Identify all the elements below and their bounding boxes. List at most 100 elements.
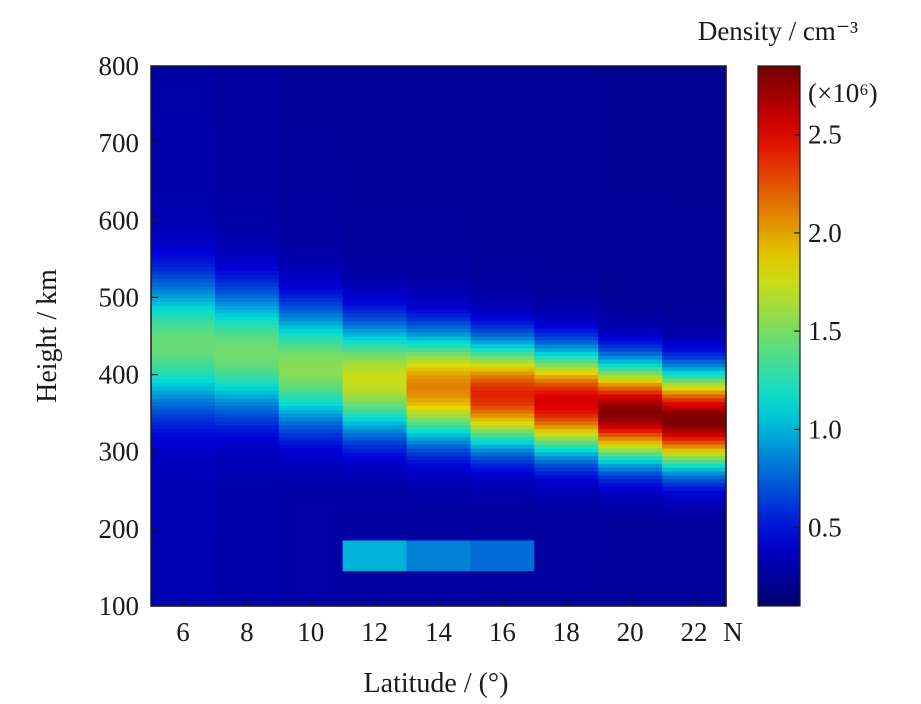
heatmap-cell bbox=[534, 285, 599, 291]
heatmap-cell bbox=[598, 301, 663, 306]
heatmap-cell bbox=[278, 555, 344, 561]
heatmap-cell bbox=[342, 166, 408, 171]
heatmap-cell bbox=[470, 116, 535, 121]
heatmap-cell bbox=[470, 66, 535, 71]
heatmap-cell bbox=[406, 393, 472, 399]
heatmap-cell bbox=[534, 413, 599, 418]
heatmap-cell bbox=[470, 143, 535, 148]
heatmap-cell bbox=[342, 351, 408, 356]
heatmap-cell bbox=[278, 509, 344, 515]
heatmap-cell bbox=[151, 471, 216, 476]
heatmap-cell bbox=[470, 455, 535, 461]
heatmap-cell bbox=[151, 397, 216, 403]
heatmap-cell bbox=[662, 239, 727, 245]
heatmap-cell bbox=[278, 355, 344, 360]
heatmap-column-14 bbox=[406, 66, 472, 607]
heatmap-cell bbox=[662, 517, 727, 522]
heatmap-cell bbox=[598, 571, 663, 576]
heatmap-cell bbox=[662, 544, 727, 549]
heatmap-cell bbox=[278, 363, 344, 368]
heatmap-cell bbox=[662, 93, 727, 98]
heatmap-cell bbox=[598, 177, 663, 183]
heatmap-cell bbox=[406, 228, 472, 233]
heatmap-cell bbox=[598, 189, 663, 194]
heatmap-cell bbox=[342, 189, 408, 194]
heatmap-cell bbox=[470, 536, 535, 542]
heatmap-cell bbox=[214, 347, 280, 353]
heatmap-cell bbox=[342, 386, 408, 391]
heatmap-cell bbox=[151, 474, 216, 480]
heatmap-cell bbox=[662, 120, 727, 125]
heatmap-cell bbox=[151, 135, 216, 140]
heatmap-cell bbox=[662, 66, 727, 71]
heatmap-cell bbox=[470, 343, 535, 349]
x-tick-label: 10 bbox=[297, 617, 324, 647]
heatmap-cell bbox=[534, 204, 599, 210]
heatmap-cell bbox=[214, 532, 280, 538]
heatmap-cell bbox=[151, 285, 216, 291]
heatmap-cell bbox=[470, 459, 535, 464]
heatmap-cell bbox=[151, 409, 216, 414]
heatmap-cell bbox=[342, 436, 408, 441]
heatmap-cell bbox=[598, 555, 663, 561]
heatmap-cell bbox=[470, 309, 535, 314]
heatmap-cell bbox=[662, 69, 727, 75]
heatmap-cell bbox=[662, 471, 727, 476]
heatmap-cell bbox=[662, 447, 727, 453]
heatmap-cell bbox=[662, 336, 727, 341]
heatmap-cell bbox=[662, 513, 727, 518]
heatmap-cell bbox=[214, 447, 280, 453]
heatmap-cell bbox=[470, 513, 535, 518]
heatmap-cell bbox=[278, 204, 344, 210]
heatmap-cell bbox=[534, 278, 599, 283]
heatmap-cell bbox=[598, 498, 663, 503]
heatmap-cell bbox=[151, 363, 216, 368]
heatmap-cell bbox=[598, 73, 663, 79]
heatmap-cell bbox=[470, 586, 535, 592]
heatmap-cell bbox=[662, 397, 727, 403]
heatmap-cell bbox=[598, 243, 663, 248]
heatmap-cell bbox=[342, 366, 408, 372]
heatmap-cell bbox=[214, 231, 280, 237]
heatmap-cell bbox=[342, 143, 408, 148]
heatmap-cell bbox=[406, 494, 472, 499]
heatmap-cell bbox=[406, 579, 472, 584]
heatmap-cell bbox=[406, 478, 472, 484]
heatmap-cell bbox=[342, 193, 408, 198]
heatmap-cell bbox=[214, 270, 280, 275]
heatmap-cell bbox=[278, 494, 344, 499]
heatmap-cell bbox=[214, 208, 280, 214]
heatmap-cell bbox=[534, 559, 599, 565]
heatmap-cell bbox=[598, 544, 663, 549]
heatmap-cell bbox=[151, 582, 216, 588]
heatmap-cell bbox=[214, 409, 280, 414]
heatmap-cell bbox=[214, 158, 280, 164]
heatmap-cell bbox=[278, 447, 344, 453]
heatmap-cell bbox=[534, 528, 599, 534]
x-tick-label: 20 bbox=[617, 617, 644, 647]
heatmap-cell bbox=[598, 66, 663, 71]
heatmap-cell bbox=[662, 351, 727, 356]
heatmap-cell bbox=[662, 567, 727, 572]
heatmap-cell bbox=[151, 282, 216, 287]
heatmap-cell bbox=[598, 359, 663, 364]
heatmap-cell bbox=[598, 212, 663, 218]
heatmap-cell bbox=[278, 251, 344, 256]
heatmap-cell bbox=[662, 297, 727, 302]
heatmap-cell bbox=[214, 594, 280, 599]
heatmap-cell bbox=[342, 73, 408, 79]
heatmap-cell bbox=[278, 328, 344, 333]
heatmap-cell bbox=[278, 81, 344, 86]
heatmap-cell bbox=[342, 521, 408, 526]
heatmap-cell bbox=[151, 270, 216, 275]
heatmap-cell bbox=[342, 216, 408, 221]
heatmap-cell bbox=[406, 239, 472, 245]
heatmap-cell bbox=[534, 393, 599, 399]
heatmap-cell bbox=[534, 482, 599, 488]
heatmap-cell bbox=[406, 309, 472, 314]
heatmap-cell bbox=[342, 328, 408, 333]
heatmap-cell bbox=[278, 243, 344, 248]
heatmap-cell bbox=[151, 328, 216, 333]
heatmap-cell bbox=[406, 285, 472, 291]
heatmap-cell bbox=[598, 123, 663, 129]
